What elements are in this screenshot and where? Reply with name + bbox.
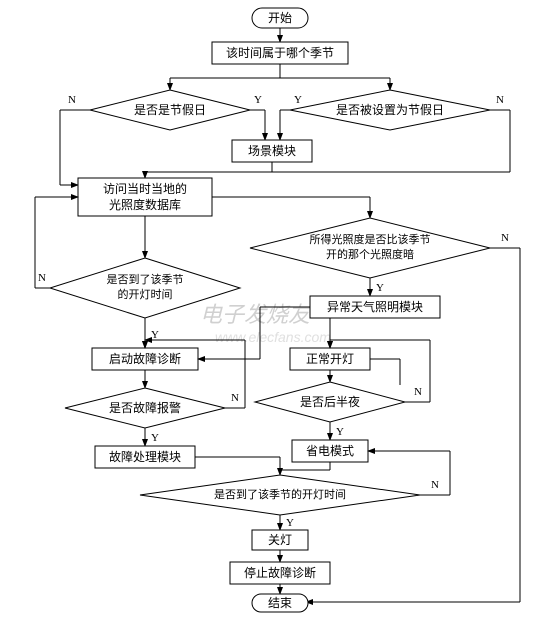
- n-label: N: [68, 94, 76, 106]
- y-label: Y: [151, 329, 159, 341]
- y-label: Y: [294, 94, 302, 106]
- watermark-line1: 电子发烧友: [200, 302, 313, 327]
- y-label: Y: [151, 432, 159, 444]
- reach-on-label-1: 是否到了该季节: [107, 272, 184, 286]
- reach-on-label-2: 的开灯时间: [118, 287, 173, 301]
- season-label: 该时间属于哪个季节: [226, 46, 334, 60]
- alarm-label: 是否故障报警: [109, 400, 181, 415]
- fault-module-label: 故障处理模块: [109, 449, 181, 464]
- scene-module-label: 场景模块: [248, 144, 296, 158]
- y-label: Y: [376, 282, 384, 294]
- y-label: Y: [254, 94, 262, 106]
- late-night-label: 是否后半夜: [300, 394, 360, 409]
- power-save-label: 省电模式: [306, 444, 354, 458]
- reach-off-label: 是否到了该季节的开灯时间: [214, 487, 346, 501]
- holiday-label: 是否是节假日: [134, 103, 206, 117]
- set-holiday-label: 是否被设置为节假日: [336, 103, 444, 117]
- n-label: N: [496, 94, 504, 106]
- start-diag-label: 启动故障诊断: [109, 351, 181, 366]
- n-label: N: [38, 272, 46, 284]
- normal-on-label: 正常开灯: [306, 352, 354, 366]
- n-label: N: [431, 479, 439, 491]
- off-label: 关灯: [268, 533, 292, 547]
- compare-diamond: [250, 218, 490, 278]
- n-label: N: [501, 232, 509, 244]
- compare-label-2: 开的那个光照度暗: [326, 247, 414, 261]
- start-label: 开始: [268, 11, 292, 25]
- stop-diag-label: 停止故障诊断: [244, 565, 316, 580]
- end-label: 结束: [268, 596, 292, 610]
- watermark-line2: www.elecfans.com: [215, 329, 331, 345]
- db-label-1: 访问当时当地的: [103, 181, 187, 196]
- compare-label-1: 所得光照度是否比该季节: [310, 232, 431, 246]
- db-label-2: 光照度数据库: [109, 197, 181, 212]
- y-label: Y: [336, 426, 344, 438]
- y-label: Y: [286, 517, 294, 529]
- n-label: N: [414, 386, 422, 398]
- n-label: N: [231, 392, 239, 404]
- abnormal-label: 异常天气照明模块: [327, 299, 423, 314]
